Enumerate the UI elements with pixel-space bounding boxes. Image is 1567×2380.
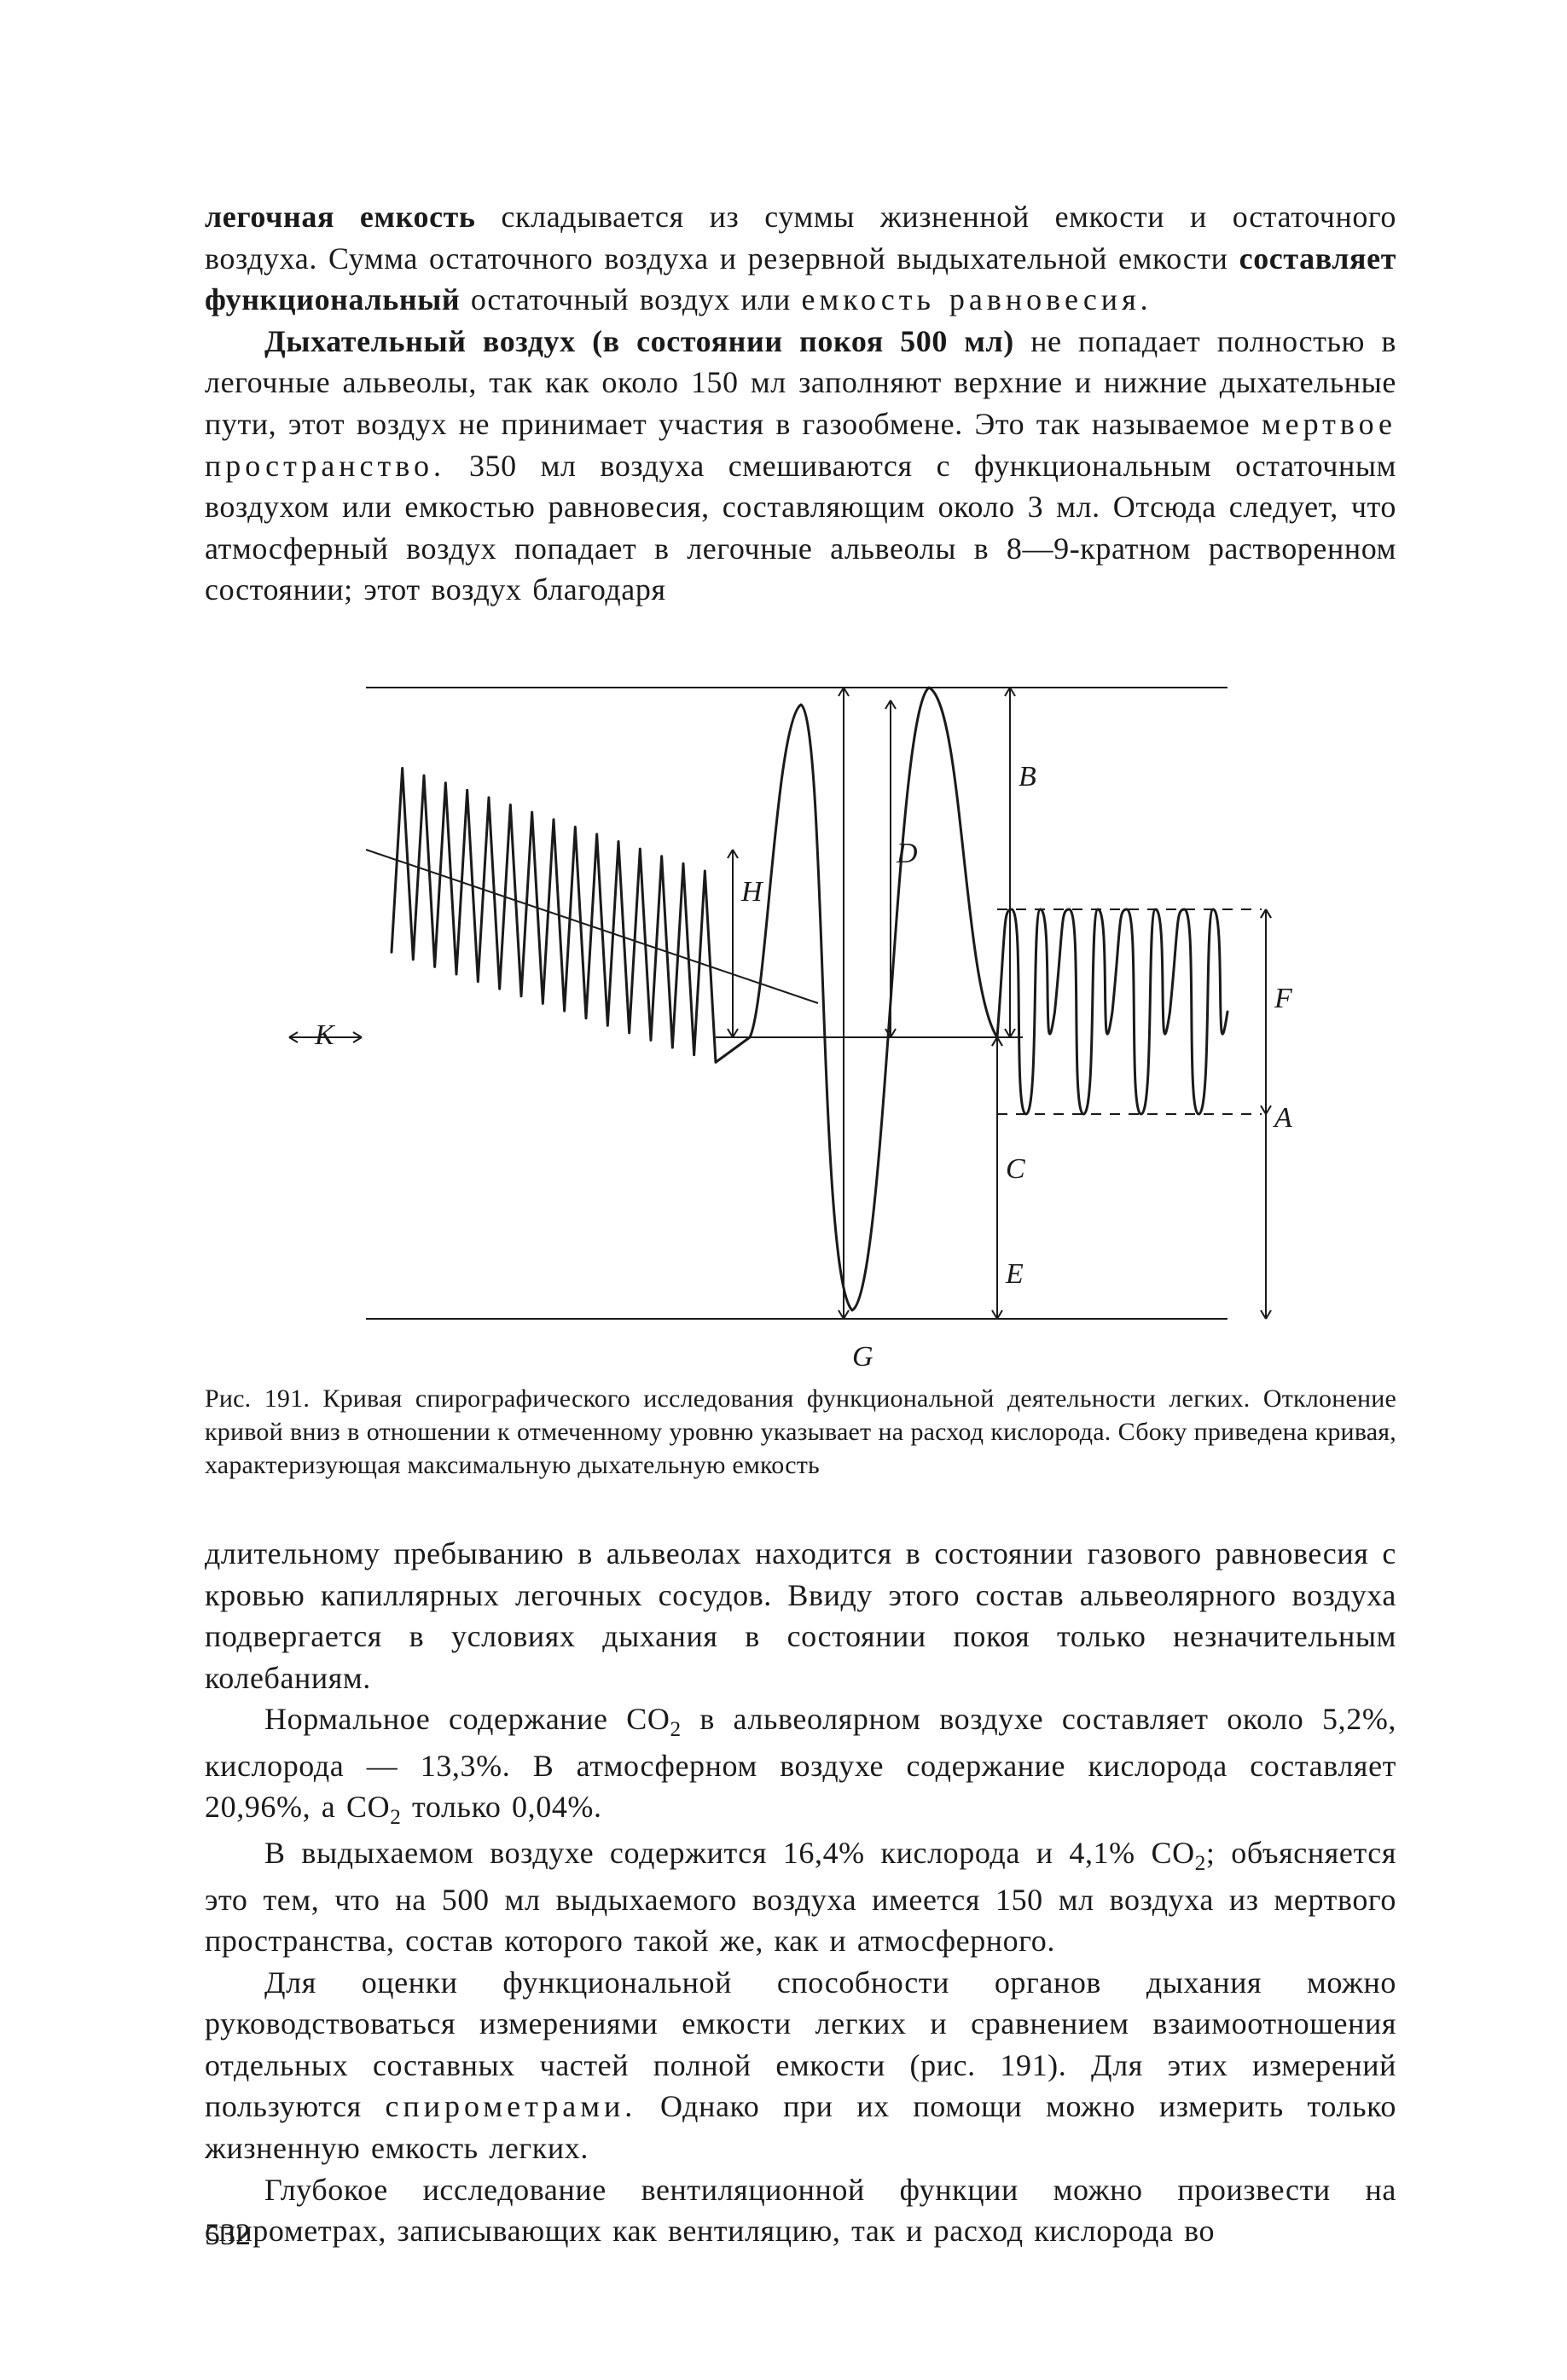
paragraph-6: Для оценки функциональной способности ор… xyxy=(205,1962,1396,2169)
subscript: 2 xyxy=(1195,1853,1206,1876)
svg-text:F: F xyxy=(1274,983,1293,1014)
page-number: 532 xyxy=(205,2216,251,2252)
page: легочная емкость складывается из суммы ж… xyxy=(0,0,1567,2380)
svg-text:С: С xyxy=(1006,1153,1025,1185)
figure-191: К H D В G E С F A Рис. 191. Кривая спирографичес… xyxy=(205,636,1396,1482)
spirogram-chart: К H D В G E С F A xyxy=(255,636,1347,1370)
text: В выдыхаемом воздухе содержится 16,4% ки… xyxy=(264,1836,1195,1870)
paragraph-4: Нормальное содержание CO2 в альвеолярном… xyxy=(205,1698,1396,1832)
text: только 0,04%. xyxy=(412,1790,602,1824)
text: спирометрами. xyxy=(386,2089,637,2123)
paragraph-1: легочная емкость складывается из суммы ж… xyxy=(205,196,1396,321)
svg-text:D: D xyxy=(896,838,918,869)
subscript: 2 xyxy=(670,1719,681,1742)
text: легочная емкость xyxy=(205,200,476,234)
svg-text:G: G xyxy=(852,1341,873,1370)
text: Дыхательный воздух (в состоянии покоя 50… xyxy=(264,324,1014,358)
text: емкость равнове xyxy=(801,282,1082,316)
paragraph-2: Дыхательный воздух (в состоянии покоя 50… xyxy=(205,321,1396,611)
svg-text:A: A xyxy=(1273,1102,1292,1134)
paragraph-7: Глубокое исследование вентиляционной фун… xyxy=(205,2169,1396,2252)
figure-caption: Рис. 191. Кривая спирографического иссле… xyxy=(205,1382,1396,1482)
svg-text:В: В xyxy=(1019,761,1036,792)
text: остаточный воздух или xyxy=(471,282,802,316)
svg-text:E: E xyxy=(1005,1258,1024,1290)
svg-text:H: H xyxy=(740,876,764,908)
subscript: 2 xyxy=(390,1806,401,1829)
paragraph-5: В выдыхаемом воздухе содержится 16,4% ки… xyxy=(205,1832,1396,1961)
paragraph-3: длительному пребыванию в альвеолах наход… xyxy=(205,1533,1396,1698)
text: сия. xyxy=(1083,282,1152,316)
svg-text:К: К xyxy=(314,1019,336,1051)
text: Нормальное содержание CO xyxy=(264,1702,670,1736)
